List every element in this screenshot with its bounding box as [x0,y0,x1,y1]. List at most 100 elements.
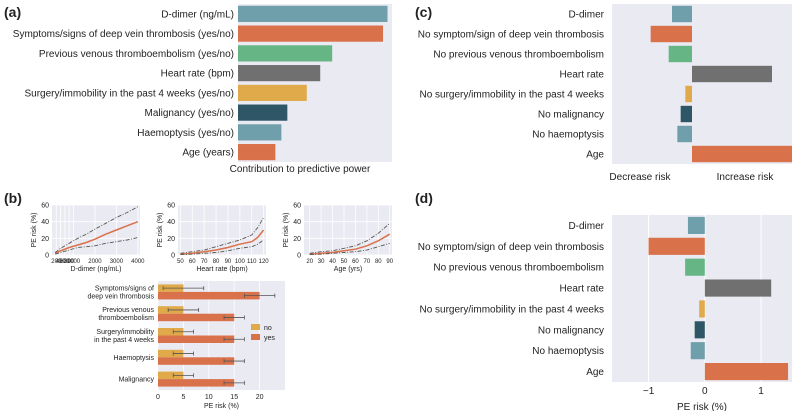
b4-legend-label: no [264,325,272,332]
b4-xtick-label: 15 [230,394,238,401]
c-bar [685,85,692,103]
b1-ytick-label: 40 [41,219,49,226]
b2-ytick-label: 60 [167,203,175,210]
b3-xtick-label: 90 [386,259,393,265]
d-category-label: D-dimer [568,221,604,232]
d-bar [648,237,705,255]
a-category-label: Previous venous thromboembolism (yes/no) [39,49,234,60]
b1-upper-line [54,206,139,253]
b4-bar-yes [158,335,235,343]
c-category-label: No symptom/sign of deep vein thrombosis [418,30,604,41]
b2-xtick-label: 50 [177,259,184,265]
b3-xtick-label: 20 [306,259,313,265]
b3-ytick-label: 40 [293,219,301,226]
c-category-label: No haemoptysis [532,130,604,141]
c-bar [692,65,772,83]
b4-xtick-label: 20 [256,394,264,401]
b2-ytick-label: 20 [167,236,175,243]
a-bar [238,5,388,22]
b2-xtick-label: 60 [189,259,196,265]
b2-xtick-label: 110 [247,259,257,265]
b4-category-label: Previous venous [102,307,154,314]
b2-ylabel: PE risk (%) [157,213,164,248]
b4-category-label: Haemoptysis [114,355,155,362]
b2-xtick-label: 70 [201,259,208,265]
b3-upper-line [309,222,390,254]
b4-bar-yes [158,291,260,300]
c-bar [672,5,692,23]
c-category-label: No previous venous thromboembolism [433,50,604,61]
b1-xtick-label: 400 [56,259,67,265]
c-bar [668,45,692,63]
d-bar [704,363,789,381]
b1-ytick-label: 60 [41,203,49,210]
b4-bar-no [158,371,184,380]
a-category-label: Age (years) [182,148,234,159]
b4-xtick-label: 0 [156,394,160,401]
d-bar [704,279,772,297]
b3-plot-area [304,205,392,255]
a-bar [238,84,307,101]
a-category-label: Surgery/immobility in the past 4 weeks (… [24,88,234,99]
b1-ylabel: PE risk (%) [31,213,38,248]
b4-category-label: thromboembolism [98,315,154,322]
b1-estimate-line [54,220,139,254]
b1-xtick-label: 2000 [88,259,102,265]
d-category-label: No previous venous thromboembolism [433,263,604,274]
a-bar [238,144,276,161]
a-category-label: D-dimer (ng/mL) [161,9,234,20]
b1-xtick-label: 4000 [131,259,145,265]
b4-category-label: in the past 4 weeks [94,337,154,344]
b3-estimate-line [309,233,391,255]
b3-xtick-label: 80 [375,259,382,265]
a-category-label: Malignancy (yes/no) [145,108,234,119]
b1-xtick-label: 1000 [67,259,81,265]
c-bar [677,125,692,143]
c-bar [692,145,792,163]
c-category-label: Age [586,150,604,161]
panel-label-d: (d) [415,190,433,206]
d-category-label: No surgery/immobility in the past 4 week… [419,304,604,315]
b2-xlabel: Heart rate (bpm) [196,266,247,273]
b1-ytick-label: 0 [45,253,49,260]
c-category-label: Heart rate [560,70,605,81]
d-bar [685,258,705,276]
b3-ytick-label: 60 [293,203,301,210]
b3-ytick-label: 0 [297,253,301,260]
d-bar [687,216,705,234]
a-bar [238,104,288,121]
b3-xtick-label: 30 [318,259,325,265]
b2-xtick-label: 90 [225,259,232,265]
d-xtick-label: 0 [702,386,708,397]
b4-legend-swatch-yes [251,334,260,340]
a-bar [238,65,321,82]
b3-xtick-label: 50 [341,259,348,265]
a-category-label: Haemoptysis (yes/no) [137,128,234,139]
b3-xtick-label: 70 [364,259,371,265]
b4-category-label: Malignancy [119,377,155,384]
d-category-label: No haemoptysis [532,346,604,357]
c-plot-area [612,4,792,164]
b1-xtick-label: 600 [60,259,71,265]
b2-upper-line [180,217,264,254]
b3-xtick-label: 40 [329,259,336,265]
b4-xtick-label: 10 [205,394,213,401]
d-xtick-label: 1 [758,386,764,397]
d-bar [699,300,705,318]
b2-plot-area [178,205,266,255]
b4-category-label: deep vein thrombosis [87,293,154,300]
b1-xtick-label: 200 [51,259,62,265]
d-category-label: No malignancy [538,325,604,336]
c-category-label: No malignancy [538,110,604,121]
b3-xtick-label: 60 [352,259,359,265]
b4-bar-yes [158,313,235,322]
b1-lower-line [55,237,139,255]
d-category-label: No symptom/sign of deep vein thrombosis [418,242,604,253]
b1-xlabel: D-dimer (ng/mL) [71,266,122,273]
panel-label-a: (a) [4,4,22,20]
c-bar [680,105,692,123]
b1-xtick-label: 800 [64,259,75,265]
a-category-label: Symptoms/signs of deep vein thrombosis (… [13,29,234,40]
b4-bar-yes [158,357,235,365]
